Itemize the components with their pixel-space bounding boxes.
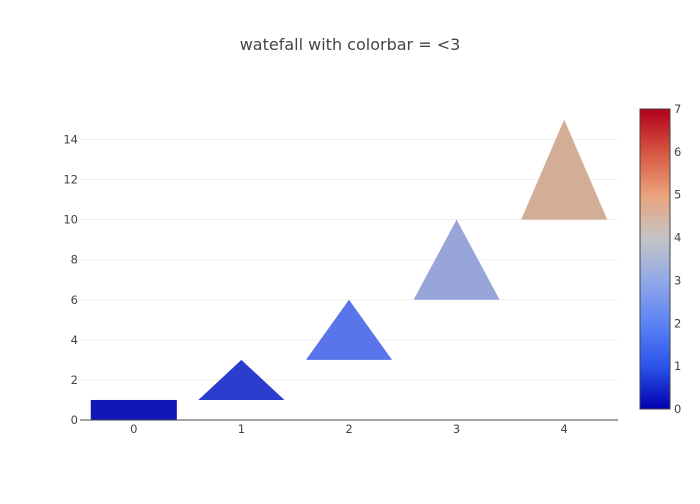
colorbar-tick-label: 5 [674,188,681,202]
y-tick-label: 10 [63,213,78,227]
y-tick-label: 8 [71,253,78,267]
colorbar-tick-label: 1 [674,359,681,373]
bar-1 [198,359,285,400]
colorbar-tick-label: 3 [674,273,681,287]
x-tick-label: 3 [453,422,460,436]
y-axis: 0 2 4 6 8 10 12 14 [63,133,78,427]
x-tick-label: 0 [130,422,137,436]
x-tick-label: 4 [561,422,568,436]
x-axis: 0 1 2 3 4 [80,419,618,436]
y-tick-label: 14 [63,133,78,147]
y-tick-label: 0 [71,413,78,427]
colorbar: 0 1 2 3 4 5 6 7 [639,102,681,416]
colorbar-tick-label: 2 [674,316,681,330]
y-tick-label: 4 [71,333,78,347]
colorbar-tick-label: 6 [674,145,681,159]
y-tick-label: 6 [71,293,78,307]
colorbar-tick-label: 4 [674,231,681,245]
bar-3 [413,219,500,300]
y-tick-label: 2 [71,373,78,387]
colorbar-scale [639,108,671,410]
waterfall-bars [90,119,608,420]
x-tick-label: 2 [345,422,352,436]
bar-4 [521,119,608,220]
y-tick-label: 12 [63,173,78,187]
chart-title: watefall with colorbar = <3 [240,35,461,54]
x-tick-label: 1 [238,422,245,436]
bar-0 [90,399,177,420]
colorbar-tick-label: 7 [674,102,681,116]
bar-2 [305,299,393,360]
colorbar-tick-label: 0 [674,402,681,416]
